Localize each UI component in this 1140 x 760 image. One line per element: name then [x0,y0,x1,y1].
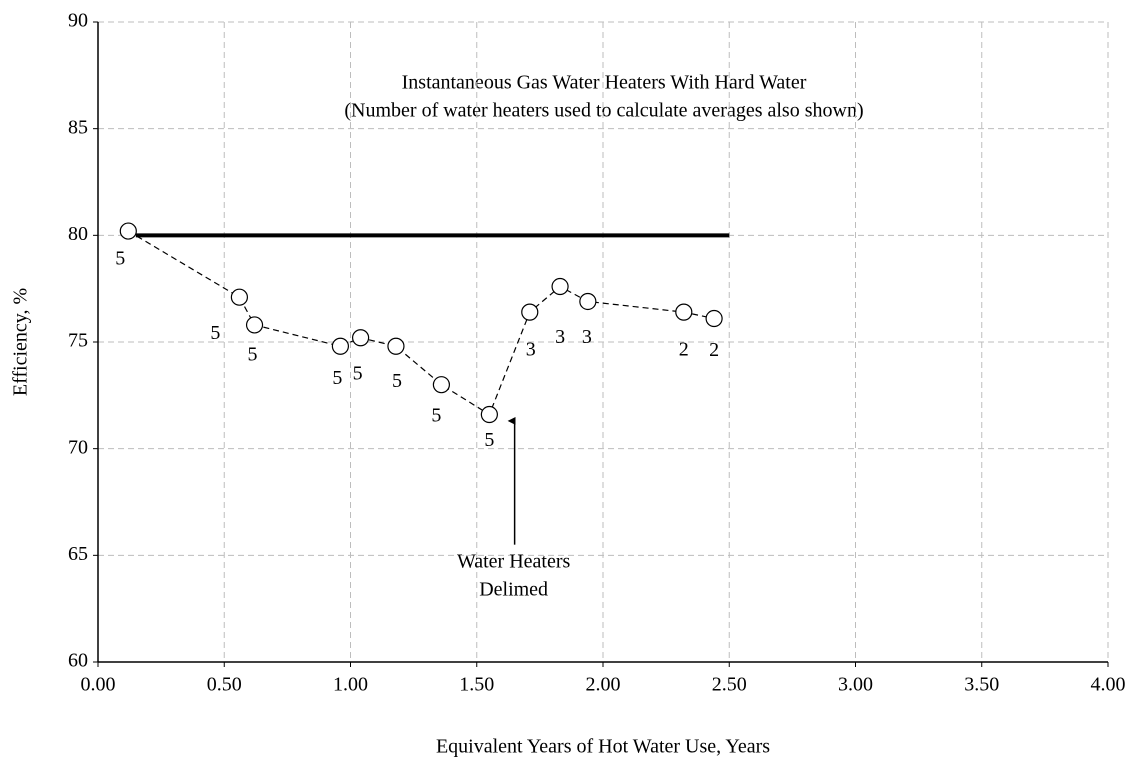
data-point [551,277,569,296]
y-axis-label: Efficiency, % [10,288,32,396]
annotation-text: Water Heaters [457,550,571,572]
count-label: 2 [679,339,689,361]
count-label: 2 [709,339,719,361]
count-label: 5 [484,429,494,451]
y-tick-label: 75 [68,330,88,352]
data-point [230,288,248,306]
x-tick-label: 0.50 [207,674,242,696]
count-label: 3 [582,326,592,348]
annotation-text: Delimed [479,578,548,600]
data-point [245,316,264,334]
chart-title: Instantaneous Gas Water Heaters With Har… [402,72,807,94]
count-label: 5 [431,404,441,426]
y-tick-label: 60 [68,650,88,672]
data-point [432,376,450,394]
count-label: 5 [115,248,125,270]
count-label: 5 [248,344,258,366]
count-label: 5 [332,367,342,389]
x-tick-label: 0.00 [81,674,116,696]
data-point [119,222,137,240]
data-point [387,337,405,355]
data-point [521,303,539,321]
y-tick-label: 70 [68,436,88,458]
y-tick-label: 90 [68,10,88,32]
data-point [705,309,723,328]
x-tick-label: 1.00 [333,674,368,696]
y-tick-label: 65 [68,543,88,565]
data-point [352,329,370,347]
data-point [675,303,693,321]
data-point [331,337,349,355]
x-tick-label: 2.50 [712,674,747,696]
count-label: 3 [526,339,536,361]
x-tick-label: 2.00 [586,674,621,696]
chart-subtitle: (Number of water heaters used to calcula… [344,100,863,122]
y-tick-label: 80 [68,223,88,245]
x-axis-label: Equivalent Years of Hot Water Use, Years [436,736,770,758]
count-label: 5 [210,322,220,344]
x-tick-label: 1.50 [459,674,494,696]
data-point [480,405,498,424]
y-tick-label: 85 [68,116,88,138]
count-label: 5 [392,370,402,392]
data-point [579,292,597,311]
count-label: 3 [555,326,565,348]
x-tick-label: 4.00 [1091,674,1126,696]
x-tick-label: 3.50 [964,674,999,696]
count-label: 5 [353,362,363,384]
x-tick-label: 3.00 [838,674,873,696]
